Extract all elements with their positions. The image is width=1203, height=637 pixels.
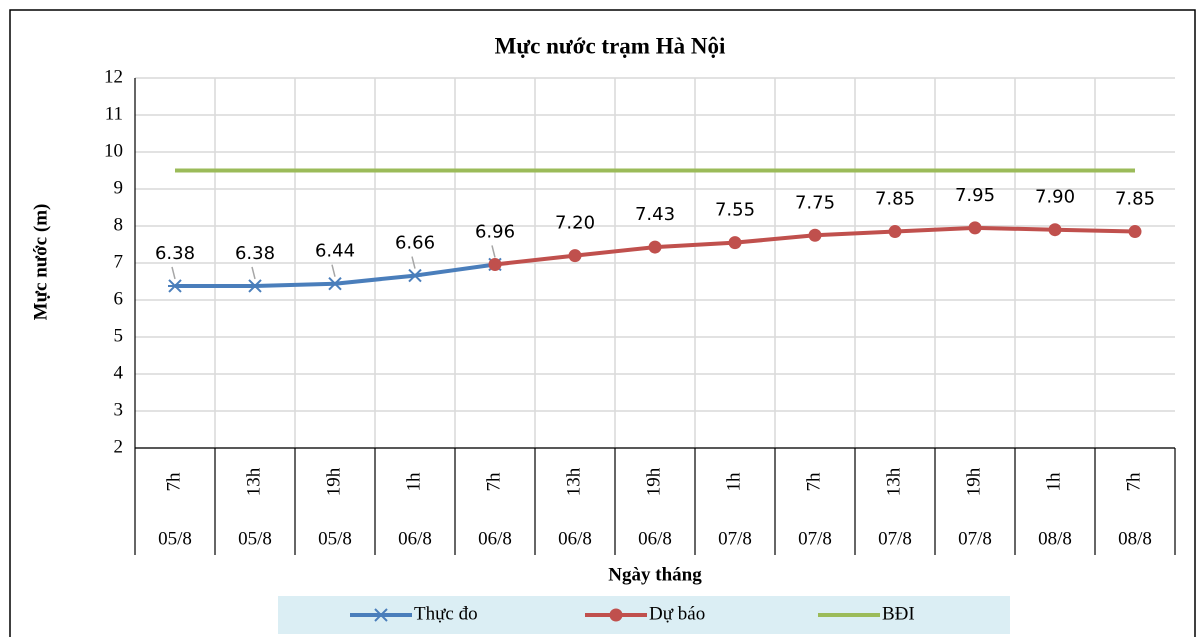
y-tick-label: 10 <box>104 140 123 161</box>
y-tick-label: 8 <box>114 214 124 235</box>
x-group-label: 06/8 <box>398 528 432 549</box>
data-label: 6.66 <box>395 233 435 254</box>
x-tick-label: 7h <box>1123 472 1144 492</box>
y-tick-label: 7 <box>114 251 124 272</box>
y-axis-title: Mực nước (m) <box>30 204 51 321</box>
x-tick-label: 13h <box>563 467 584 496</box>
legend-label: Dự báo <box>649 603 705 624</box>
point <box>408 268 422 283</box>
x-tick-label: 19h <box>963 467 984 496</box>
point <box>648 240 662 254</box>
y-tick-label: 4 <box>114 362 124 383</box>
x-tick-label: 7h <box>163 472 184 492</box>
legend-marker <box>374 608 388 622</box>
x-tick-label: 1h <box>1043 472 1064 492</box>
legend-label: BĐI <box>882 603 915 624</box>
data-label: 6.38 <box>155 243 195 264</box>
x-tick-label: 1h <box>403 472 424 492</box>
chart-title: Mực nước trạm Hà Nội <box>495 33 726 58</box>
x-group-label: 08/8 <box>1038 528 1072 549</box>
x-group-label: 05/8 <box>238 528 272 549</box>
x-group-label: 05/8 <box>158 528 192 549</box>
label-leader <box>171 266 176 280</box>
x-tick-label: 7h <box>803 472 824 492</box>
label-leader <box>251 266 256 280</box>
point <box>168 279 182 293</box>
point <box>728 236 742 250</box>
point <box>488 257 502 271</box>
x-tick-label: 1h <box>723 472 744 492</box>
point <box>1048 223 1062 237</box>
point <box>328 277 342 291</box>
x-tick-label: 19h <box>643 467 664 496</box>
x-axis-title: Ngày tháng <box>608 564 702 585</box>
x-group-label: 08/8 <box>1118 528 1152 549</box>
label-leader <box>491 245 496 258</box>
y-tick-label: 12 <box>104 66 123 87</box>
data-label: 7.55 <box>715 200 755 221</box>
x-group-label: 07/8 <box>798 528 832 549</box>
y-tick-label: 3 <box>114 399 124 420</box>
y-tick-label: 5 <box>114 325 124 346</box>
data-label: 6.44 <box>315 241 355 262</box>
x-group-label: 06/8 <box>638 528 672 549</box>
data-label: 7.85 <box>875 189 915 210</box>
point <box>888 225 902 239</box>
data-label: 6.96 <box>475 221 515 242</box>
label-leader <box>331 264 336 277</box>
x-group-label: 07/8 <box>958 528 992 549</box>
x-tick-label: 19h <box>323 467 344 496</box>
y-tick-label: 6 <box>114 288 124 309</box>
point <box>808 228 822 242</box>
data-label: 6.38 <box>235 243 275 264</box>
x-group-label: 07/8 <box>878 528 912 549</box>
legend-label: Thực đo <box>414 603 478 624</box>
x-tick-label: 13h <box>243 467 264 496</box>
data-label: 7.90 <box>1035 187 1075 208</box>
data-label: 7.43 <box>635 204 675 225</box>
x-group-label: 06/8 <box>478 528 512 549</box>
point <box>568 249 582 263</box>
x-group-label: 06/8 <box>558 528 592 549</box>
x-group-label: 05/8 <box>318 528 352 549</box>
x-tick-label: 13h <box>883 467 904 496</box>
y-tick-label: 11 <box>105 103 123 124</box>
y-tick-label: 2 <box>114 436 124 457</box>
point <box>248 279 262 293</box>
point <box>968 221 982 235</box>
point <box>1128 225 1142 239</box>
data-label: 7.85 <box>1115 189 1155 210</box>
data-label: 7.20 <box>555 213 595 234</box>
y-tick-label: 9 <box>114 177 124 198</box>
data-label: 7.95 <box>955 185 995 206</box>
legend-marker <box>609 608 623 622</box>
x-tick-label: 7h <box>483 472 504 492</box>
x-group-label: 07/8 <box>718 528 752 549</box>
data-label: 7.75 <box>795 192 835 213</box>
label-leader <box>411 256 416 269</box>
